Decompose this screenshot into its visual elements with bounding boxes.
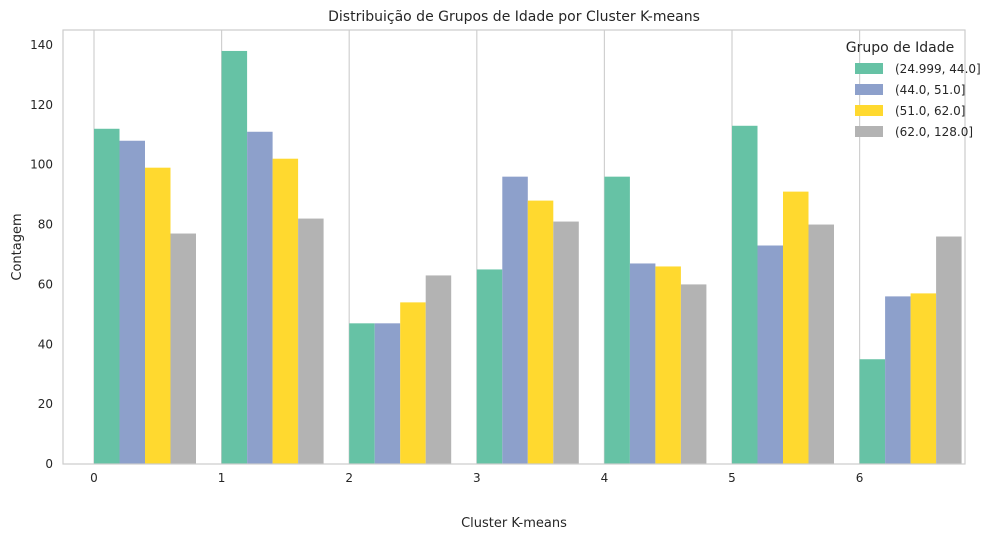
legend-swatch <box>855 105 883 116</box>
bar <box>680 284 707 464</box>
y-tick-label: 60 <box>38 277 53 291</box>
bar <box>476 269 503 464</box>
y-axis-label: Contagem <box>10 213 25 280</box>
y-tick-label: 120 <box>30 98 53 112</box>
bar <box>298 218 324 464</box>
y-tick-label: 100 <box>30 158 53 172</box>
bar <box>145 167 171 465</box>
bar <box>502 176 528 465</box>
y-tick-label: 20 <box>38 397 53 411</box>
bar <box>425 275 452 464</box>
y-tick-label: 80 <box>38 218 53 232</box>
bar <box>629 263 656 464</box>
x-tick-labels: 0 1 2 3 4 5 6 <box>90 471 863 485</box>
legend-entry-label: (24.999, 44.0] <box>895 62 981 76</box>
bar <box>910 293 937 464</box>
bar <box>553 221 579 464</box>
bars <box>94 50 962 465</box>
bar <box>604 176 630 465</box>
x-tick-label: 1 <box>218 471 226 485</box>
bar <box>655 266 681 464</box>
y-tick-labels: 0 20 40 60 80 100 120 140 <box>30 38 53 471</box>
bar <box>527 200 554 464</box>
x-tick-label: 3 <box>473 471 481 485</box>
legend-swatch <box>855 126 883 137</box>
legend-swatch <box>855 63 883 74</box>
legend: Grupo de Idade (24.999, 44.0] (44.0, 51.0… <box>846 40 981 139</box>
plot-frame <box>62 29 966 465</box>
legend-swatch <box>855 84 883 95</box>
chart-title: Distribuição de Grupos de Idade por Clus… <box>328 9 700 25</box>
bar <box>885 296 911 464</box>
bar <box>400 302 426 464</box>
bar <box>783 191 809 465</box>
bar <box>374 323 401 464</box>
legend-items: (24.999, 44.0] (44.0, 51.0] (51.0, 62.0] (6… <box>855 62 981 139</box>
bar <box>859 359 886 464</box>
x-tick-label: 0 <box>90 471 98 485</box>
bar <box>94 128 120 465</box>
bar <box>119 140 145 465</box>
legend-entry-label: (62.0, 128.0] <box>895 125 973 139</box>
bar <box>272 158 299 465</box>
y-tick-label: 140 <box>30 38 53 52</box>
x-tick-label: 5 <box>728 471 736 485</box>
x-axis-label: Cluster K-means <box>461 516 567 531</box>
y-tick-label: 40 <box>38 337 53 351</box>
bar <box>936 236 962 464</box>
bar <box>808 224 834 464</box>
bar <box>757 245 783 464</box>
x-tick-label: 2 <box>345 471 353 485</box>
legend-title: Grupo de Idade <box>846 40 954 56</box>
bar <box>349 323 375 464</box>
y-tick-label: 0 <box>45 457 53 471</box>
x-tick-label: 4 <box>601 471 609 485</box>
bar <box>732 125 758 465</box>
bar <box>170 233 196 464</box>
bar <box>247 131 273 465</box>
x-tick-label: 6 <box>856 471 864 485</box>
legend-entry-label: (51.0, 62.0] <box>895 104 965 118</box>
legend-entry-label: (44.0, 51.0] <box>895 83 965 97</box>
bar <box>221 50 248 465</box>
